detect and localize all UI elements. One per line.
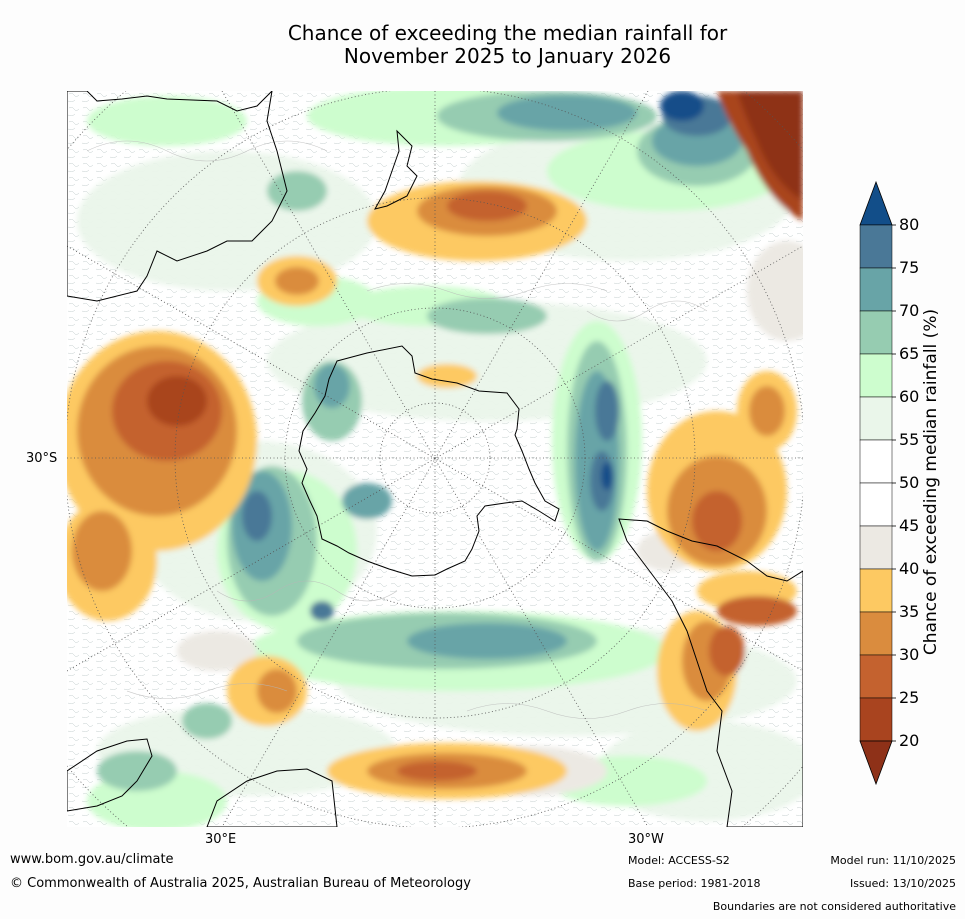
colorbar: 20 25 30 35 40 45 50 55 60 65 70 75 80 [858, 180, 965, 786]
colorbar-bin [859, 224, 893, 269]
map-title: Chance of exceeding the median rainfall … [0, 22, 965, 68]
colorbar-bin [859, 396, 893, 441]
footer-issued: Issued: 13/10/2025 [849, 877, 956, 890]
colorbar-extend-low [859, 740, 893, 786]
colorbar-tick-label: 35 [899, 602, 919, 621]
lon-label-30e: 30°E [205, 832, 237, 847]
colorbar-tick-label: 50 [899, 473, 919, 492]
contour-lines [86, 140, 708, 719]
title-line-2: November 2025 to January 2026 [343, 44, 672, 68]
colorbar-tick-label: 25 [899, 688, 919, 707]
colorbar-extend-high [859, 180, 893, 226]
title-line-1: Chance of exceeding the median rainfall … [287, 21, 728, 45]
new-zealand-coastline [374, 129, 418, 210]
footer-base-period: Base period: 1981-2018 [628, 877, 761, 890]
footer-copyright: © Commonwealth of Australia 2025, Austra… [10, 876, 471, 891]
colorbar-tick-label: 70 [899, 301, 919, 320]
footer-model: Model: ACCESS-S2 [628, 854, 730, 867]
colorbar-bin [859, 568, 893, 613]
lon-label-30w: 30°W [628, 832, 664, 847]
antarctica-coastline [298, 345, 560, 577]
colorbar-bin [859, 267, 893, 312]
colorbar-tick-label: 20 [899, 731, 919, 750]
colorbar-tick-label: 55 [899, 430, 919, 449]
south-america-coastline [618, 518, 803, 827]
australia-coastline [67, 91, 288, 302]
rainfall-probability-field [67, 91, 803, 827]
colorbar-svg: 20 25 30 35 40 45 50 55 60 65 70 75 80 [859, 180, 919, 786]
lat-label-30s: 30°S [26, 451, 58, 466]
colorbar-bin [859, 310, 893, 355]
colorbar-tick-label: 30 [899, 645, 919, 664]
footer-website[interactable]: www.bom.gov.au/climate [10, 852, 174, 867]
colorbar-tick-label: 80 [899, 215, 919, 234]
colorbar-tick-label: 60 [899, 387, 919, 406]
colorbar-tick-label: 45 [899, 516, 919, 535]
footer-model-run: Model run: 11/10/2025 [830, 854, 956, 867]
graticule [67, 91, 803, 827]
map-svg [67, 91, 803, 827]
colorbar-tick-label: 75 [899, 258, 919, 277]
colorbar-tick-label: 40 [899, 559, 919, 578]
colorbar-tick-label: 65 [899, 344, 919, 363]
colorbar-bin [859, 525, 893, 570]
colorbar-bin [859, 353, 893, 398]
polar-map[interactable] [67, 91, 803, 827]
colorbar-title: Chance of exceeding median rainfall (%) [921, 308, 941, 656]
colorbar-bin [859, 654, 893, 699]
footer-disclaimer: Boundaries are not considered authoritat… [712, 900, 956, 913]
colorbar-bin [859, 482, 893, 527]
africa-coastline [67, 738, 338, 827]
colorbar-bin [859, 697, 893, 742]
colorbar-bin [859, 439, 893, 484]
colorbar-bin [859, 611, 893, 656]
